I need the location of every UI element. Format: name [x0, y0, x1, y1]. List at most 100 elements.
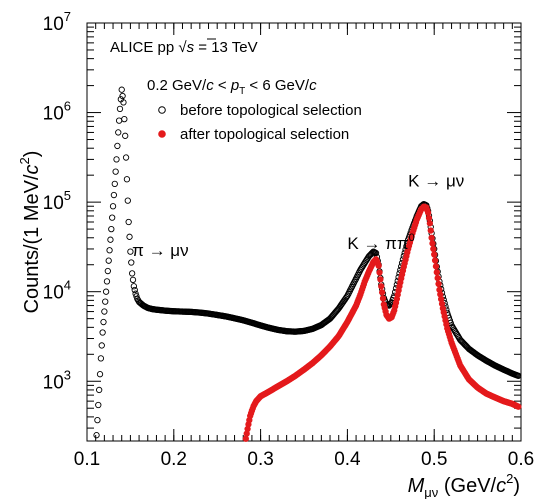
data-point-before — [115, 129, 122, 136]
x-tick-label: 0.4 — [334, 449, 361, 470]
experiment-label: ALICE pp √s = 13 TeV — [110, 39, 258, 56]
y-tick-label: 103 — [43, 367, 71, 393]
data-point-after — [425, 214, 433, 222]
x-tick-label: 0.1 — [74, 449, 100, 470]
data-point-before — [102, 298, 109, 305]
data-point-before — [111, 180, 118, 188]
legend-marker-before — [158, 106, 166, 114]
data-point-before — [131, 286, 138, 294]
data-point-before — [108, 225, 115, 233]
data-point-before — [99, 329, 106, 336]
data-point-before — [115, 117, 123, 124]
x-axis-title-unit-pre: (GeV/ — [438, 475, 496, 497]
data-point-before — [122, 132, 129, 139]
data-point-before — [95, 401, 102, 409]
data-point-before — [107, 236, 114, 243]
data-point-after — [377, 276, 384, 283]
data-point-before — [123, 176, 131, 183]
x-axis-title: Mμν (GeV/c2) — [408, 471, 520, 499]
data-point-before — [103, 278, 111, 285]
annotation-label: K → ππ0 — [347, 232, 414, 253]
data-point-after — [432, 263, 440, 270]
data-point-after — [435, 280, 442, 288]
x-tick-label: 0.6 — [508, 449, 534, 470]
x-tick-label: 0.5 — [421, 449, 447, 470]
data-point-before — [133, 293, 140, 300]
x-axis-title-sub: μν — [424, 485, 438, 499]
legend-label-after: after topological selection — [180, 126, 349, 143]
data-point-before — [112, 168, 119, 175]
y-axis-title-suffix: ) — [21, 151, 43, 158]
data-point-before — [128, 259, 135, 266]
legend-label-before: before topological selection — [180, 102, 362, 119]
data-point-before — [100, 318, 107, 326]
data-point-before — [116, 105, 124, 113]
data-point-after — [378, 289, 386, 296]
data-point-before — [93, 432, 100, 439]
x-axis-title-unit-c: c — [496, 475, 506, 497]
data-point-after — [424, 209, 432, 216]
data-point-before — [124, 197, 131, 204]
data-point-after — [376, 269, 383, 276]
data-point-before — [94, 416, 101, 424]
data-point-before — [515, 372, 522, 379]
data-point-before — [122, 154, 130, 161]
data-point-before — [129, 276, 137, 283]
data-point-after — [430, 245, 437, 253]
data-point-before — [130, 283, 138, 290]
data-point-after — [431, 251, 438, 258]
data-point-after — [242, 435, 249, 442]
data-point-before — [125, 218, 132, 226]
data-point-before — [119, 92, 126, 100]
data-point-before — [126, 233, 133, 240]
axis-ticks: 0.1 0.2 0.3 0.4 0.5 0.6 103 104 105 106 107 — [43, 9, 535, 470]
y-axis-title-c: c — [21, 164, 43, 174]
data-point-after — [378, 283, 385, 290]
data-point-after — [515, 403, 522, 410]
data-point-before — [114, 142, 121, 150]
sqrt-s: s — [187, 39, 195, 56]
data-point-before — [120, 99, 127, 106]
data-point-before — [128, 270, 136, 277]
y-tick-label: 105 — [43, 188, 71, 214]
annotations: π → μν K → ππ0 K → μν — [132, 171, 464, 260]
data-point-before — [118, 86, 125, 93]
data-point-before — [105, 257, 112, 264]
data-point-before — [121, 115, 128, 123]
y-tick-label: 104 — [43, 278, 71, 304]
x-tick-label: 0.3 — [247, 449, 273, 470]
data-point-before — [127, 248, 134, 255]
y-axis-title: Counts/(1 MeV/c2) — [17, 151, 43, 314]
x-axis-title-unit-sup: 2 — [506, 471, 513, 486]
data-point-before — [96, 386, 103, 394]
sqrt-symbol: √ — [178, 39, 187, 56]
data-point-after — [428, 234, 435, 241]
data-point-before — [96, 371, 104, 378]
x-axis-title-m: M — [408, 475, 425, 497]
annotation-label: K → μν — [408, 171, 464, 190]
energy-value: = 13 TeV — [194, 39, 258, 56]
series-after-topological-selection — [242, 203, 522, 442]
experiment-name: ALICE pp — [110, 39, 178, 56]
data-point-before — [110, 191, 118, 199]
y-axis-title-sup: 2 — [17, 157, 32, 164]
annotation-label: π → μν — [132, 241, 188, 260]
data-point-before — [104, 267, 111, 275]
y-axis-title-prefix: Counts/(1 MeV/ — [21, 174, 43, 313]
data-point-after — [379, 295, 387, 302]
data-point-before — [109, 214, 116, 221]
pt-range-label: 0.2 GeV/c < pT < 6 GeV/c — [147, 77, 317, 97]
x-tick-label: 0.2 — [161, 449, 187, 470]
data-point-before — [98, 342, 105, 349]
data-point-after — [434, 274, 441, 282]
data-point-after — [375, 262, 382, 269]
data-point-before — [113, 156, 120, 163]
data-point-after — [431, 257, 439, 264]
x-axis-title-unit-post: ) — [513, 475, 520, 497]
data-point-before — [106, 247, 113, 254]
data-point-after — [433, 269, 440, 276]
data-point-before — [372, 249, 380, 257]
data-point-before — [109, 203, 117, 210]
y-tick-label: 106 — [43, 99, 71, 125]
